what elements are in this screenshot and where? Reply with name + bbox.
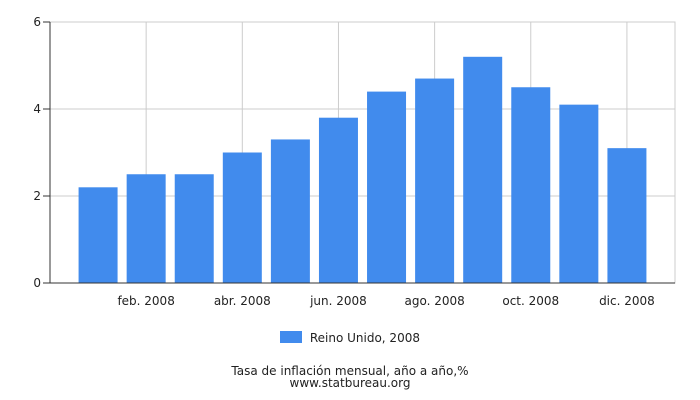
bar	[463, 56, 503, 283]
legend-swatch	[280, 331, 303, 343]
bar	[559, 104, 599, 284]
axes	[49, 22, 675, 284]
chart-caption: Tasa de inflación mensual, año a año,%	[231, 364, 469, 378]
bar-chart: 0 2 4 6 feb. 2008 abr. 2008 jun. 2008 ago. 200…	[33, 15, 676, 308]
bar	[222, 152, 262, 283]
bar	[78, 187, 118, 283]
x-tick-label: jun. 2008	[309, 294, 367, 308]
bar	[415, 78, 455, 283]
y-tick-label: 4	[33, 102, 41, 116]
y-tick-label: 0	[33, 276, 41, 290]
bar	[126, 174, 166, 283]
y-tick-label: 6	[33, 15, 41, 29]
legend: Reino Unido, 2008	[0, 331, 700, 345]
bar	[511, 87, 551, 283]
source-url: www.statbureau.org	[289, 376, 411, 390]
y-axis-ticks: 0 2 4 6	[33, 15, 50, 290]
bar	[174, 174, 214, 283]
x-tick-label: feb. 2008	[117, 294, 174, 308]
bar	[607, 148, 647, 283]
x-axis-ticks: feb. 2008 abr. 2008 jun. 2008 ago. 2008 oct.…	[117, 294, 654, 308]
bars	[78, 56, 647, 284]
x-tick-label: dic. 2008	[599, 294, 655, 308]
bar	[318, 117, 358, 283]
bar	[367, 91, 407, 283]
x-tick-label: abr. 2008	[214, 294, 271, 308]
bar	[270, 139, 310, 283]
legend-label: Reino Unido, 2008	[309, 331, 420, 345]
x-tick-label: oct. 2008	[502, 294, 559, 308]
y-tick-label: 2	[33, 189, 41, 203]
x-tick-label: ago. 2008	[404, 294, 464, 308]
